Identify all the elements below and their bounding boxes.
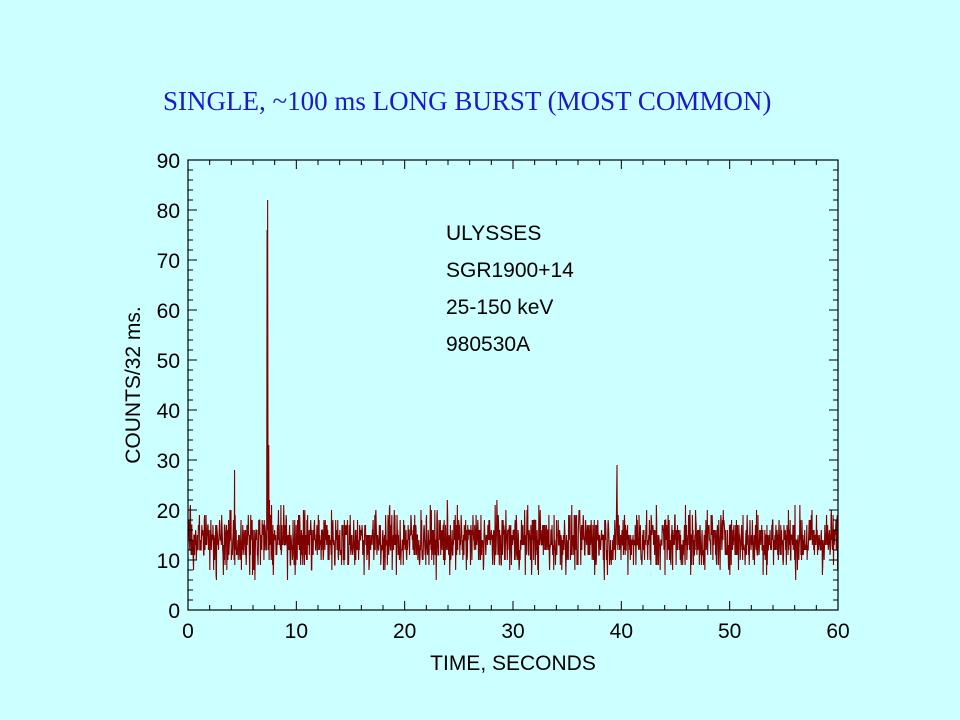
annotation-line: SGR1900+14 — [446, 259, 574, 282]
y-tick-label: 60 — [157, 300, 180, 323]
axis-ticks — [187, 159, 839, 611]
x-tick-label: 20 — [393, 620, 416, 643]
x-tick-label: 50 — [718, 620, 741, 643]
annotation-line: ULYSSES — [446, 222, 541, 245]
x-tick-label: 10 — [285, 620, 308, 643]
y-tick-label: 50 — [157, 350, 180, 373]
plot-area — [187, 199, 839, 581]
y-tick-label: 70 — [157, 250, 180, 273]
y-tick-label: 80 — [157, 200, 180, 223]
y-tick-label: 10 — [157, 550, 180, 573]
annotation-line: 980530A — [446, 333, 530, 356]
y-axis-label: COUNTS/32 ms. — [122, 306, 145, 464]
slide-title: SINGLE, ~100 ms LONG BURST (MOST COMMON) — [163, 86, 772, 116]
y-tick-label: 40 — [157, 400, 180, 423]
tick-labels: 0 10 20 30 40 50 60 0 10 20 30 40 50 60 70 80 90 — [157, 150, 850, 643]
x-tick-label: 0 — [182, 620, 194, 643]
y-tick-label: 90 — [157, 150, 180, 173]
y-tick-label: 0 — [168, 600, 180, 623]
series-line-counts — [187, 199, 839, 581]
y-tick-label: 30 — [157, 450, 180, 473]
x-axis-label: TIME, SECONDS — [430, 652, 596, 675]
annotation-line: 25-150 keV — [446, 296, 553, 319]
x-tick-label: 40 — [610, 620, 633, 643]
x-tick-label: 30 — [501, 620, 524, 643]
annotation-block: ULYSSES SGR1900+14 25-150 keV 980530A — [446, 222, 574, 356]
x-tick-label: 60 — [826, 620, 849, 643]
y-tick-label: 20 — [157, 500, 180, 523]
